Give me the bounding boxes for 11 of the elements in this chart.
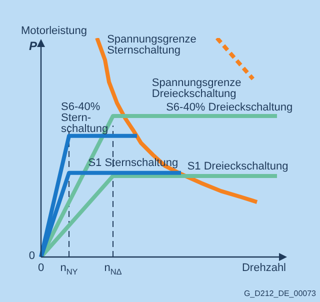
text: 0 xyxy=(28,250,36,262)
y-axis-title: P xyxy=(28,39,38,53)
series-label: S6-40% Stern-schaltung xyxy=(61,100,108,135)
x-axis-title: Drehzahl xyxy=(242,262,286,274)
series-label: Spannungsgrenze Dreieckschaltung xyxy=(152,77,242,100)
series-label: S6-40% Dreieckschaltung xyxy=(166,101,293,114)
text: G_D212_DE_00073 xyxy=(244,289,317,298)
series-label: S1 Dreieckschaltung xyxy=(187,160,288,172)
x-tick-label: 0 xyxy=(38,262,44,274)
series-label: Spannungsgrenze Sternschaltung xyxy=(107,33,196,56)
text: Motorleistung xyxy=(21,25,88,37)
